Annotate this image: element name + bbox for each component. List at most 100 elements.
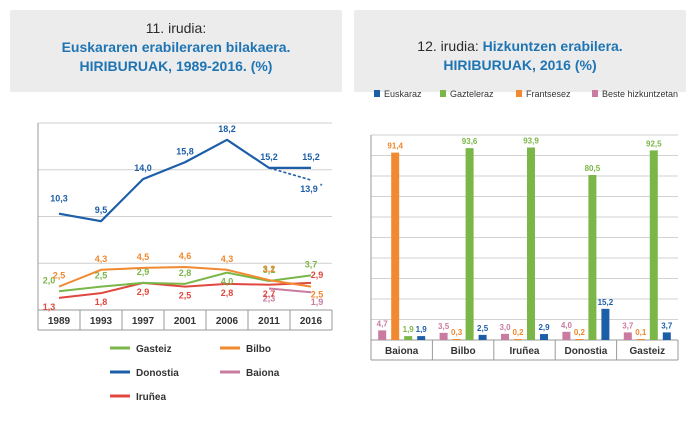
bar-beste-hizkuntzetan: [439, 332, 448, 340]
data-label-frantsesez: 0,2: [574, 328, 586, 337]
series-line-irunea: [58, 281, 312, 299]
bar-gazteleraz: [588, 174, 597, 340]
x-tick-label: Donostia: [565, 346, 608, 357]
data-label-gazteleraz: 92,5: [646, 139, 662, 148]
x-tick-label: 2001: [174, 316, 197, 327]
data-label-irunea: 1,8: [95, 297, 108, 307]
data-label-bilbo: 2,5: [53, 271, 66, 281]
legend-label-irunea: Iruñea: [136, 392, 166, 403]
bar-gazteleraz: [649, 150, 658, 340]
bar-euskaraz: [662, 332, 671, 340]
legend-swatch-gazteleraz: [440, 90, 446, 97]
x-tick-label: Iruñea: [509, 346, 539, 357]
bar-gazteleraz: [404, 336, 413, 340]
data-label-irunea: 2,5: [179, 291, 192, 301]
data-label-irunea: 1,3: [43, 302, 56, 312]
legend-label-gasteiz: Gasteiz: [136, 344, 172, 355]
bar-chart-subtitle: HIRIBURUAK, 2016 (%): [443, 57, 597, 73]
data-label-gazteleraz: 80,5: [585, 164, 601, 173]
annotation-label: 13,9: [300, 184, 318, 194]
data-label-donostia: 18,2: [218, 124, 236, 134]
x-tick-label: 2006: [216, 316, 239, 327]
bar-frantsesez: [575, 339, 584, 340]
data-label-baiona: 2,3: [263, 293, 276, 303]
bar-beste-hizkuntzetan: [623, 332, 632, 340]
line-chart-figure-label: 11. irudia:: [145, 20, 207, 36]
legend-label-beste-hizkuntzetan: Beste hizkuntzetan: [602, 89, 678, 99]
bar-euskaraz: [478, 334, 487, 340]
bar-frantsesez: [636, 339, 645, 340]
legend-swatch-euskaraz: [374, 90, 380, 97]
line-chart-title: Euskararen erabileraren bilakaera.: [61, 39, 291, 55]
data-label-bilbo: 4,3: [95, 254, 108, 264]
legend-label-bilbo: Bilbo: [246, 344, 271, 355]
data-label-irunea: 2,9: [137, 287, 150, 297]
legend-label-gazteleraz: Gazteleraz: [450, 89, 494, 99]
bar-chart-title: Hizkuntzen erabilera.: [482, 38, 623, 54]
data-label-gasteiz: 2,8: [179, 268, 192, 278]
data-label-bilbo: 4,6: [179, 251, 192, 261]
bar-chart-panel: 12. irudia: Hizkuntzen erabilera. HIRIBU…: [354, 10, 686, 420]
legend-label-frantsesez: Frantsesez: [526, 89, 571, 99]
x-tick-label: Bilbo: [451, 346, 476, 357]
data-label-gasteiz: 4,0: [221, 277, 234, 287]
data-label-beste-hizkuntzetan: 3,5: [438, 322, 450, 331]
bar-beste-hizkuntzetan: [501, 333, 509, 340]
x-tick-label: Gasteiz: [630, 346, 666, 357]
legend-label-baiona: Baiona: [246, 368, 280, 379]
data-label-beste-hizkuntzetan: 4,7: [377, 319, 389, 328]
data-label-bilbo: 2,5: [311, 290, 324, 300]
data-label-donostia: 15,2: [260, 152, 278, 162]
data-label-frantsesez: 0,2: [512, 328, 524, 337]
data-label-bilbo: 4,5: [137, 252, 150, 262]
data-label-euskaraz: 2,5: [477, 324, 489, 333]
bar-gazteleraz: [527, 147, 535, 340]
data-label-beste-hizkuntzetan: 3,7: [622, 321, 634, 330]
bar-beste-hizkuntzetan: [378, 330, 387, 340]
line-chart-panel: 11. irudia: Euskararen erabileraren bila…: [10, 10, 342, 420]
bar-frantsesez: [391, 152, 400, 340]
x-tick-label: 1993: [90, 316, 113, 327]
data-label-gasteiz: 2,9: [137, 267, 150, 277]
data-label-irunea: 2,9: [311, 270, 324, 280]
data-label-euskaraz: 2,9: [538, 323, 550, 332]
legend-swatch-beste-hizkuntzetan: [592, 90, 598, 97]
x-tick-label: Baiona: [385, 346, 419, 357]
data-label-baiona: 1,9: [311, 297, 324, 307]
annotation-dashed-line: [268, 167, 312, 181]
data-label-gasteiz: 3,1: [263, 265, 276, 275]
data-label-euskaraz: 3,7: [661, 321, 673, 330]
data-label-donostia: 10,3: [50, 194, 68, 204]
data-label-frantsesez: 0,1: [635, 328, 647, 337]
data-label-irunea: 2,8: [221, 288, 234, 298]
data-label-gazteleraz: 1,9: [403, 325, 415, 334]
legend-label-donostia: Donostia: [136, 368, 179, 379]
x-tick-label: 2016: [300, 316, 323, 327]
annotation-superscript: *: [320, 184, 323, 190]
data-label-gasteiz: 2,0: [43, 275, 56, 285]
bar-beste-hizkuntzetan: [562, 331, 571, 340]
data-label-bilbo: 3,2: [263, 264, 276, 274]
bar-chart-figure-label: 12. irudia: Hizkuntzen erabilera.: [354, 38, 686, 54]
x-tick-label: 1997: [132, 316, 155, 327]
data-label-euskaraz: 15,2: [598, 298, 614, 307]
line-chart-header: 11. irudia: Euskararen erabileraren bila…: [10, 10, 342, 92]
bar-frantsesez: [514, 339, 522, 340]
bar-euskaraz: [601, 308, 610, 340]
data-label-irunea: 2,7: [263, 289, 276, 299]
data-label-donostia: 14,0: [134, 163, 152, 173]
bar-chart: Euskaraz Gazteleraz Frantsesez Beste hizkun…: [370, 89, 679, 361]
bar-gazteleraz: [465, 148, 474, 340]
bar-euskaraz: [540, 334, 548, 340]
line-chart: 1989 1993 1997 2001 2006 2011 2016 2,3 1,9 1,3 1,8…: [37, 122, 333, 403]
data-label-donostia: 15,8: [176, 146, 194, 156]
data-label-beste-hizkuntzetan: 4,0: [561, 321, 573, 330]
data-label-gazteleraz: 93,9: [523, 137, 539, 146]
data-label-bilbo: 4,3: [221, 254, 234, 264]
bar-frantsesez: [452, 339, 461, 340]
x-tick-label: 1989: [48, 316, 71, 327]
data-label-donostia: 9,5: [95, 205, 108, 215]
data-label-gasteiz: 2,5: [95, 271, 108, 281]
data-label-frantsesez: 91,4: [387, 142, 403, 151]
data-label-donostia: 15,2: [302, 152, 320, 162]
